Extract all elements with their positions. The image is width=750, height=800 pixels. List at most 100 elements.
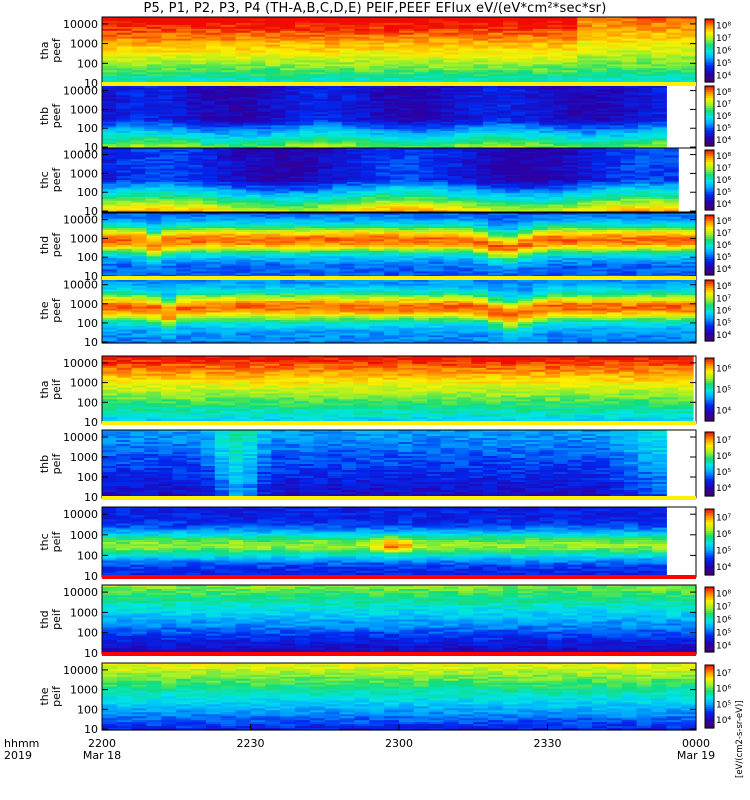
heatmap-cell [462, 180, 478, 183]
heatmap-cell [548, 148, 564, 151]
heatmap-cell [313, 129, 329, 132]
heatmap-cell [174, 174, 190, 177]
heatmap-cell [289, 164, 305, 168]
heatmap-cell [102, 95, 117, 98]
heatmap-cell [289, 170, 305, 174]
heatmap-cell [246, 176, 262, 179]
heatmap-cell [399, 50, 415, 54]
heatmap-cell [271, 140, 286, 143]
heatmap-cell [214, 146, 230, 149]
heatmap-cell [313, 144, 329, 147]
heatmap-cell [146, 66, 162, 69]
heatmap-cell [652, 95, 667, 98]
heatmap-cell [649, 180, 665, 183]
heatmap-cell [666, 26, 682, 30]
heatmap-cell [191, 40, 207, 44]
heatmap-cell [130, 114, 145, 117]
heatmap-cell [525, 142, 540, 145]
heatmap-cell [577, 62, 593, 65]
heatmap-cell [534, 208, 550, 211]
heatmap-cell [174, 187, 190, 191]
heatmap-cell [418, 196, 434, 200]
heatmap-cell [473, 38, 489, 42]
heatmap-cell [399, 38, 415, 42]
heatmap-cell [399, 46, 415, 50]
heatmap-cell [591, 195, 607, 198]
heatmap-cell [443, 18, 459, 22]
heatmap-cell [309, 74, 326, 77]
heatmap-cell [145, 149, 161, 153]
heatmap-cell [161, 40, 177, 44]
heatmap-cell [202, 195, 218, 198]
heatmap-cell [606, 189, 622, 192]
heatmap-cell [505, 185, 521, 189]
heatmap-cell [299, 134, 315, 138]
heatmap-cell [440, 138, 456, 142]
colorbar-cell [705, 54, 714, 58]
heatmap-cell [235, 52, 252, 56]
heatmap-cell [532, 40, 549, 44]
heatmap-cell [102, 168, 117, 172]
heatmap-cell [130, 185, 146, 189]
heatmap-cell [303, 183, 319, 187]
heatmap-cell [606, 163, 622, 166]
heatmap-cell [324, 66, 341, 69]
heatmap-cell [228, 142, 244, 145]
heatmap-cell [652, 85, 667, 89]
heatmap-cell [488, 22, 504, 26]
heatmap-cell [517, 24, 534, 28]
heatmap-cell [511, 114, 526, 117]
heatmap-cell [609, 117, 625, 121]
heatmap-cell [577, 70, 593, 73]
heatmap-cell [116, 93, 131, 96]
heatmap-cell [159, 148, 175, 151]
heatmap-cell [375, 149, 391, 153]
heatmap-cell [327, 108, 343, 111]
heatmap-cell [577, 72, 593, 75]
heatmap-cell [172, 121, 188, 125]
heatmap-cell [200, 97, 216, 100]
heatmap-cell [581, 114, 597, 117]
heatmap-cell [519, 196, 535, 200]
heatmap-cell [476, 153, 492, 157]
heatmap-cell [116, 198, 132, 202]
heatmap-cell [280, 46, 296, 50]
heatmap-cell [534, 189, 550, 192]
heatmap-cell [231, 163, 247, 166]
heatmap-cell [339, 50, 356, 54]
heatmap-cell [231, 178, 247, 181]
heatmap-cell [577, 195, 593, 198]
heatmap-cell [547, 32, 563, 36]
heatmap-cell [217, 157, 233, 160]
heatmap-cell [318, 200, 334, 204]
heatmap-cell [398, 89, 413, 93]
heatmap-cell [200, 131, 216, 134]
heatmap-cell [404, 168, 420, 172]
heatmap-cell [476, 166, 492, 170]
heatmap-cell [488, 18, 504, 22]
heatmap-cell [473, 34, 489, 38]
heatmap-cell [595, 136, 611, 140]
heatmap-cell [649, 193, 665, 196]
heatmap-cell [158, 123, 174, 127]
heatmap-cell [369, 58, 385, 61]
heatmap-cell [341, 134, 357, 138]
heatmap-cell [116, 140, 131, 143]
heatmap-cell [188, 151, 204, 155]
heatmap-cell [663, 166, 679, 170]
heatmap-cell [346, 157, 362, 160]
heatmap-cell [433, 178, 449, 181]
heatmap-cell [562, 60, 578, 63]
heatmap-cell [390, 185, 406, 189]
heatmap-cell [246, 151, 262, 155]
heatmap-cell [285, 121, 301, 125]
heatmap-cell [116, 20, 133, 24]
heatmap-cell [462, 210, 478, 213]
heatmap-cell [390, 159, 406, 162]
heatmap-cell [318, 204, 334, 207]
heatmap-cell [502, 22, 519, 26]
heatmap-cell [214, 99, 230, 102]
heatmap-cell [505, 151, 521, 155]
heatmap-cell [231, 191, 247, 194]
heatmap-cell [176, 32, 192, 36]
